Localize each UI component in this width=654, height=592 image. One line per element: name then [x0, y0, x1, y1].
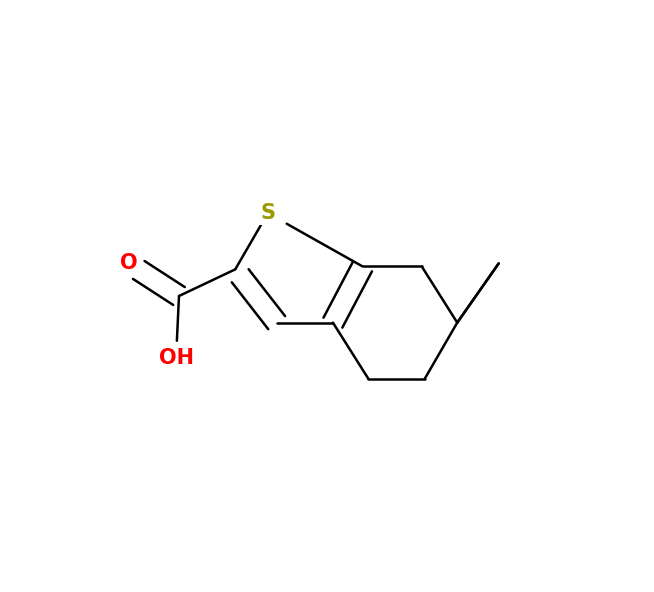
Text: O: O [120, 253, 137, 274]
Text: S: S [260, 203, 275, 223]
Text: OH: OH [158, 348, 194, 368]
